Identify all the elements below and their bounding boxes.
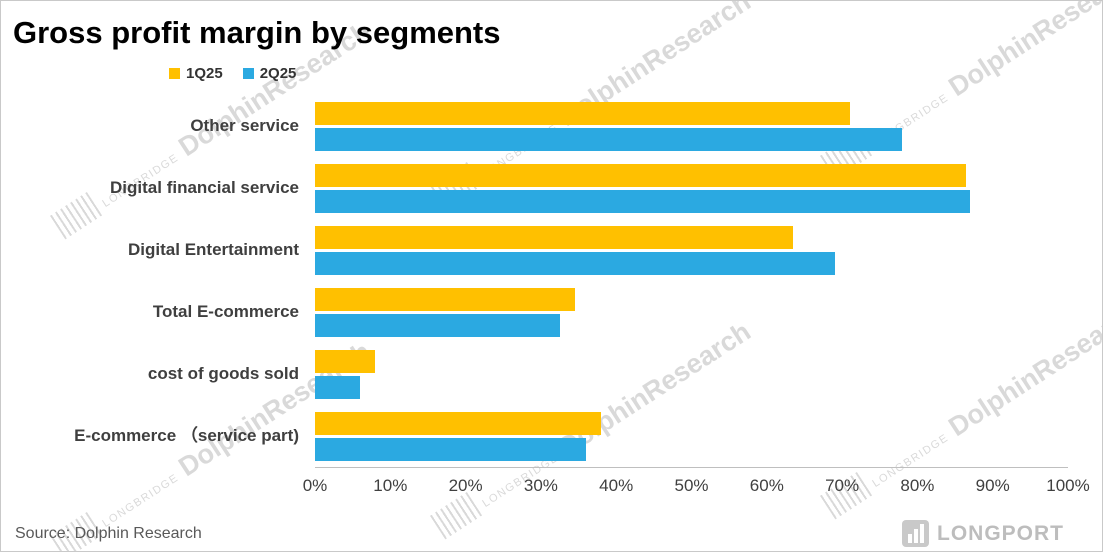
x-tick-label: 0% — [302, 476, 328, 495]
category-label: Digital financial service — [110, 178, 299, 198]
legend-swatch-icon — [169, 68, 180, 79]
bar-rows: Other service Digital financial service Di… — [15, 95, 1068, 467]
bar-1q25 — [315, 163, 967, 187]
category-row: Other service — [15, 95, 1068, 157]
bar-1q25 — [315, 101, 850, 125]
bar-2q25 — [315, 313, 560, 337]
category-row: cost of goods sold — [15, 343, 1068, 405]
x-tick-label: 70% — [825, 476, 860, 495]
x-tick-label: 40% — [599, 476, 634, 495]
bar-1q25 — [315, 225, 794, 249]
category-label: E-commerce （service part) — [74, 426, 299, 446]
bar-2q25 — [315, 375, 361, 399]
longport-bars-icon — [902, 520, 929, 547]
source-note: Source: Dolphin Research — [15, 525, 202, 542]
x-axis: 0% 10% 20% 30% 40% 50% 60% 70% 80% 90% 100% — [303, 467, 1090, 501]
legend: 1Q25 2Q25 — [169, 65, 296, 82]
legend-label: 1Q25 — [186, 65, 223, 82]
bar-2q25 — [315, 437, 587, 461]
bar-1q25 — [315, 349, 376, 373]
bar-2q25 — [315, 189, 971, 213]
bar-1q25 — [315, 287, 575, 311]
legend-label: 2Q25 — [259, 65, 297, 82]
bar-group — [315, 349, 1068, 399]
bar-group — [315, 101, 1068, 151]
category-label: Other service — [190, 116, 299, 136]
chart-title: Gross profit margin by segments — [13, 15, 501, 50]
bar-group — [315, 225, 1068, 275]
bar-group — [315, 411, 1068, 461]
category-row: Total E-commerce — [15, 281, 1068, 343]
legend-item-2q25: 2Q25 — [242, 65, 297, 82]
category-label: Total E-commerce — [152, 302, 299, 322]
legend-item-1q25: 1Q25 — [169, 65, 223, 82]
x-tick-label: 80% — [900, 476, 935, 495]
bar-2q25 — [315, 251, 835, 275]
x-tick-label: 50% — [674, 476, 709, 495]
legend-swatch-icon — [242, 68, 254, 79]
x-tick-label: 90% — [975, 476, 1010, 495]
x-tick-label: 30% — [523, 476, 558, 495]
bar-1q25 — [315, 411, 602, 435]
x-tick-label: 60% — [749, 476, 784, 495]
x-tick-label: 20% — [448, 476, 483, 495]
plot-area: Other service Digital financial service Di… — [15, 95, 1090, 501]
category-label: cost of goods sold — [147, 364, 299, 384]
category-row: Digital Entertainment — [15, 219, 1068, 281]
x-tick-label: 100% — [1046, 476, 1090, 495]
x-tick-label: 10% — [373, 476, 408, 495]
category-label: Digital Entertainment — [128, 240, 299, 260]
bar-2q25 — [315, 127, 903, 151]
watermark-dolphin-text: DolphinResearch — [943, 0, 1103, 103]
longport-logo: LONGPORT — [902, 520, 1064, 547]
category-row: Digital financial service — [15, 157, 1068, 219]
bar-group — [315, 163, 1068, 213]
category-row: E-commerce （service part) — [15, 405, 1068, 467]
longport-logo-text: LONGPORT — [937, 521, 1064, 545]
bar-group — [315, 287, 1068, 337]
